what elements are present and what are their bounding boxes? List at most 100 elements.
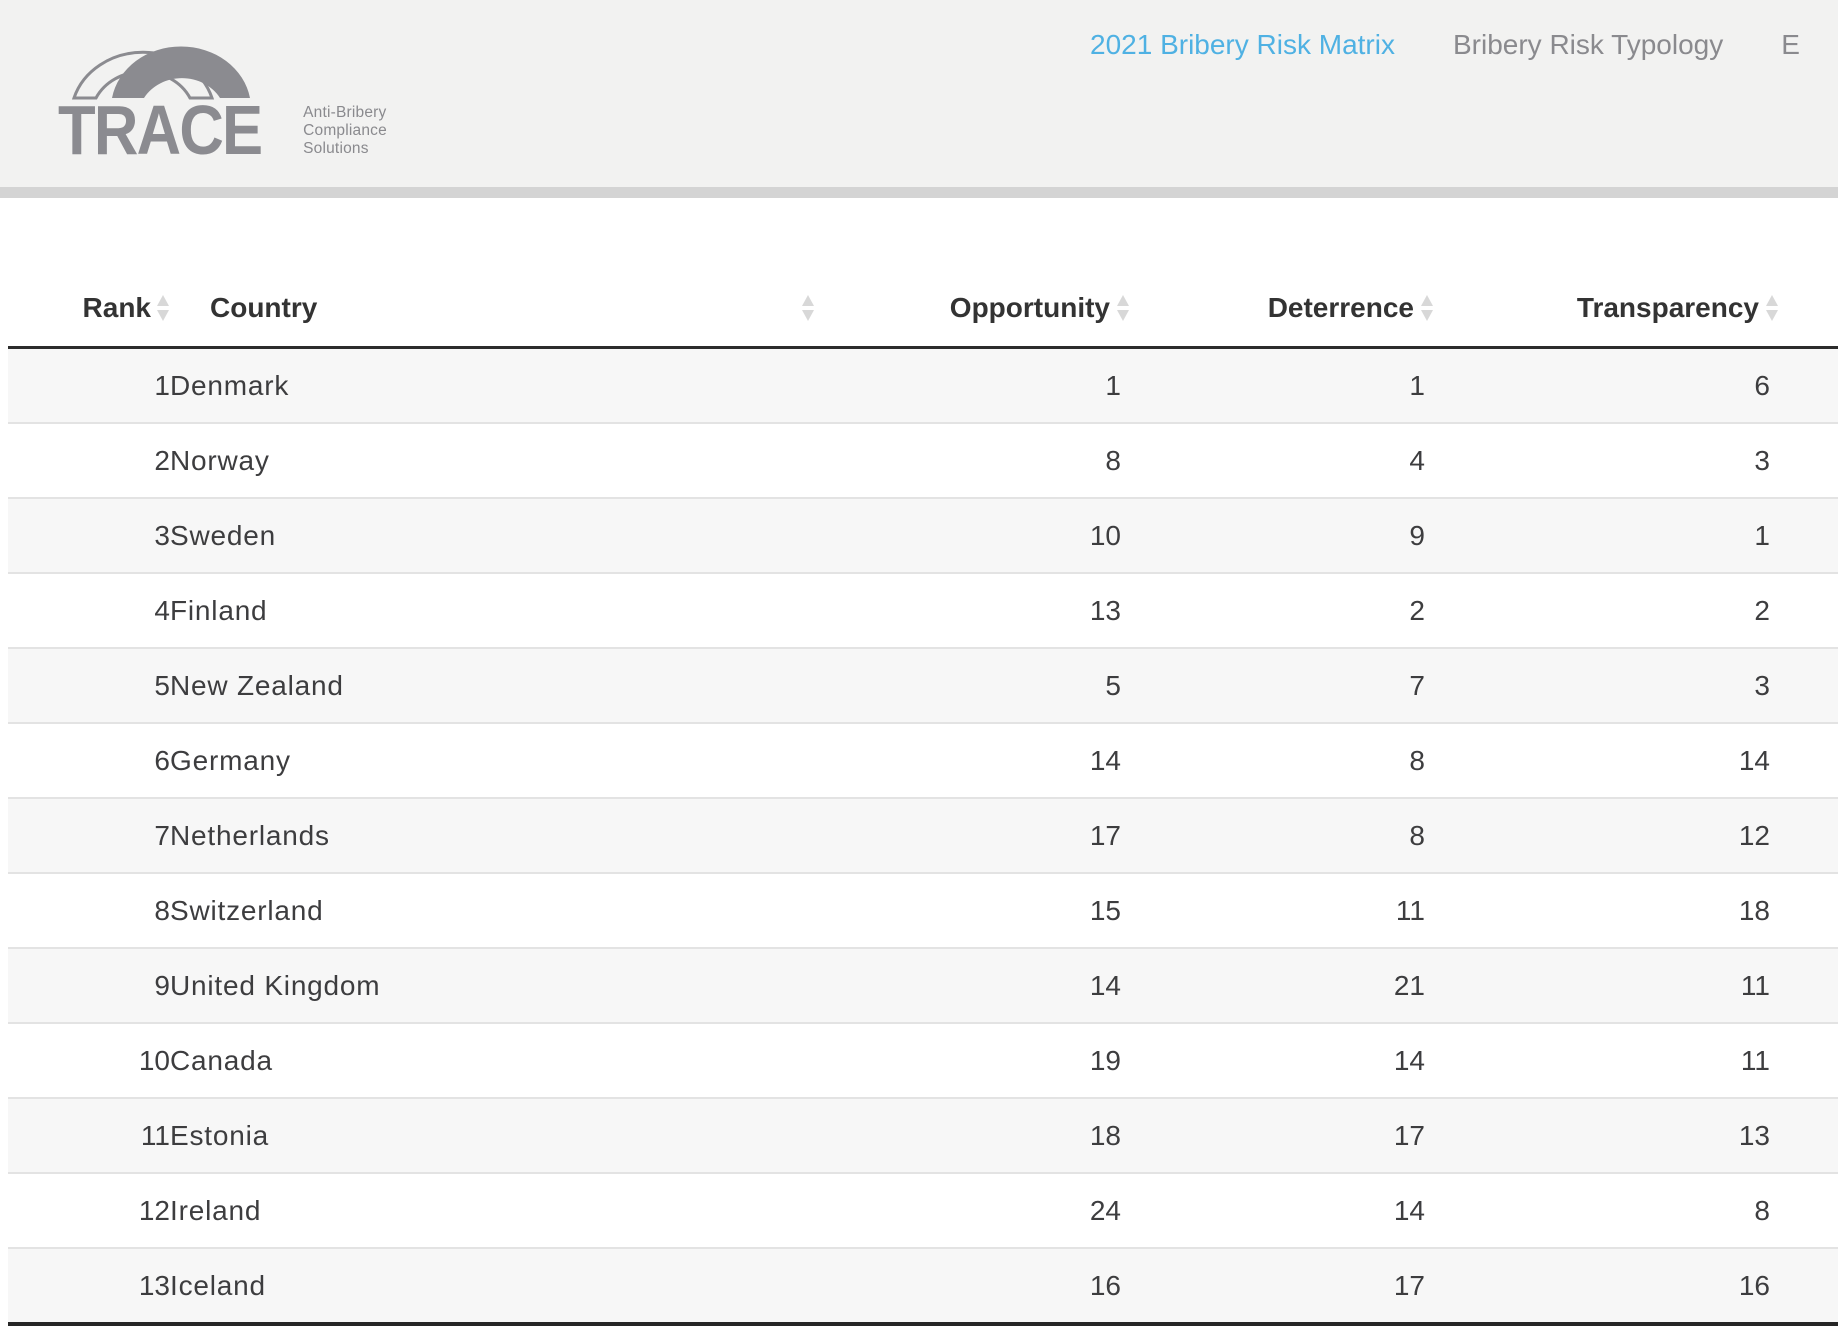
transparency-cell: 11 bbox=[1434, 1022, 1779, 1098]
column-label-deterrence: Deterrence bbox=[1267, 292, 1414, 323]
table-row[interactable]: 7 Netherlands 17 8 12 bbox=[8, 797, 1838, 873]
deterrence-cell: 7 bbox=[1130, 647, 1434, 723]
column-label-country: Country bbox=[210, 292, 318, 323]
table-row[interactable]: 5 New Zealand 5 7 3 bbox=[8, 647, 1838, 723]
rank-cell: 2 bbox=[8, 422, 170, 498]
bribery-risk-table: Rank Country Opportunity Deterrence bbox=[8, 198, 1838, 1326]
table-row[interactable]: 10 Canada 19 14 11 bbox=[8, 1022, 1838, 1098]
transparency-cell: 3 bbox=[1434, 647, 1779, 723]
rank-cell: 8 bbox=[8, 872, 170, 948]
transparency-cell: 14 bbox=[1434, 722, 1779, 798]
rank-cell: 13 bbox=[8, 1247, 170, 1324]
column-label-rank: Rank bbox=[82, 292, 151, 323]
nav-item-2021-bribery-risk-matrix[interactable]: 2021 Bribery Risk Matrix bbox=[1090, 29, 1395, 60]
filler-cell bbox=[1779, 1247, 1838, 1324]
filler-cell bbox=[1779, 572, 1838, 648]
table-row[interactable]: 12 Ireland 24 14 8 bbox=[8, 1172, 1838, 1248]
filler-cell bbox=[1779, 1022, 1838, 1098]
table-row[interactable]: 3 Sweden 10 9 1 bbox=[8, 497, 1838, 573]
rank-cell: 6 bbox=[8, 722, 170, 798]
trace-arch-icon bbox=[71, 46, 250, 100]
transparency-cell: 3 bbox=[1434, 422, 1779, 498]
country-cell: Denmark bbox=[170, 347, 815, 423]
column-header-opportunity[interactable]: Opportunity bbox=[815, 198, 1130, 349]
table-row[interactable]: 8 Switzerland 15 11 18 bbox=[8, 872, 1838, 948]
table-row[interactable]: 11 Estonia 18 17 13 bbox=[8, 1097, 1838, 1173]
table-row[interactable]: 6 Germany 14 8 14 bbox=[8, 722, 1838, 798]
country-cell: Canada bbox=[170, 1022, 815, 1098]
table-row[interactable]: 4 Finland 13 2 2 bbox=[8, 572, 1838, 648]
deterrence-cell: 11 bbox=[1130, 872, 1434, 948]
deterrence-cell: 1 bbox=[1130, 347, 1434, 423]
column-header-country[interactable]: Country bbox=[170, 198, 815, 349]
country-cell: New Zealand bbox=[170, 647, 815, 723]
opportunity-cell: 17 bbox=[815, 797, 1130, 873]
filler-cell bbox=[1779, 1097, 1838, 1173]
deterrence-cell: 8 bbox=[1130, 797, 1434, 873]
deterrence-cell: 21 bbox=[1130, 947, 1434, 1023]
opportunity-cell: 24 bbox=[815, 1172, 1130, 1248]
deterrence-cell: 2 bbox=[1130, 572, 1434, 648]
trace-logo[interactable]: TRACE Anti-Bribery Compliance Solutions bbox=[58, 26, 387, 169]
site-header: TRACE Anti-Bribery Compliance Solutions … bbox=[0, 0, 1838, 187]
opportunity-cell: 19 bbox=[815, 1022, 1130, 1098]
filler-cell bbox=[1779, 422, 1838, 498]
column-header-rank[interactable]: Rank bbox=[8, 198, 170, 349]
tagline-line: Anti-Bribery bbox=[303, 104, 387, 122]
table-row[interactable]: 1 Denmark 1 1 6 bbox=[8, 347, 1838, 423]
rank-cell: 3 bbox=[8, 497, 170, 573]
transparency-cell: 18 bbox=[1434, 872, 1779, 948]
column-header-filler bbox=[1779, 198, 1838, 349]
opportunity-cell: 13 bbox=[815, 572, 1130, 648]
filler-cell bbox=[1779, 722, 1838, 798]
transparency-cell: 12 bbox=[1434, 797, 1779, 873]
table-body: 1 Denmark 1 1 6 2 Norway 8 4 3 3 Sweden … bbox=[8, 347, 1838, 1324]
rank-cell: 11 bbox=[8, 1097, 170, 1173]
sort-icon bbox=[1420, 295, 1434, 321]
opportunity-cell: 8 bbox=[815, 422, 1130, 498]
sort-icon bbox=[801, 295, 815, 321]
filler-cell bbox=[1779, 347, 1838, 423]
nav-item-clipped[interactable]: E bbox=[1781, 29, 1800, 60]
table-header-row: Rank Country Opportunity Deterrence bbox=[8, 198, 1838, 349]
tagline-line: Solutions bbox=[303, 140, 369, 158]
deterrence-cell: 8 bbox=[1130, 722, 1434, 798]
country-cell: Germany bbox=[170, 722, 815, 798]
sort-icon bbox=[1765, 295, 1779, 321]
transparency-cell: 11 bbox=[1434, 947, 1779, 1023]
transparency-cell: 6 bbox=[1434, 347, 1779, 423]
table-row[interactable]: 13 Iceland 16 17 16 bbox=[8, 1247, 1838, 1324]
deterrence-cell: 14 bbox=[1130, 1022, 1434, 1098]
deterrence-cell: 14 bbox=[1130, 1172, 1434, 1248]
country-cell: Iceland bbox=[170, 1247, 815, 1324]
filler-cell bbox=[1779, 797, 1838, 873]
filler-cell bbox=[1779, 1172, 1838, 1248]
main-nav: 2021 Bribery Risk Matrix Bribery Risk Ty… bbox=[1090, 0, 1800, 90]
logo-wordmark: TRACE bbox=[58, 91, 263, 169]
column-label-transparency: Transparency bbox=[1576, 292, 1759, 323]
transparency-cell: 1 bbox=[1434, 497, 1779, 573]
country-cell: Switzerland bbox=[170, 872, 815, 948]
table-header: Rank Country Opportunity Deterrence bbox=[8, 198, 1838, 349]
opportunity-cell: 14 bbox=[815, 947, 1130, 1023]
tagline-line: Compliance bbox=[303, 122, 387, 140]
country-cell: Finland bbox=[170, 572, 815, 648]
transparency-cell: 13 bbox=[1434, 1097, 1779, 1173]
nav-item-bribery-risk-typology[interactable]: Bribery Risk Typology bbox=[1452, 29, 1724, 60]
column-header-transparency[interactable]: Transparency bbox=[1434, 198, 1779, 349]
filler-cell bbox=[1779, 497, 1838, 573]
table-row[interactable]: 2 Norway 8 4 3 bbox=[8, 422, 1838, 498]
table-row[interactable]: 9 United Kingdom 14 21 11 bbox=[8, 947, 1838, 1023]
filler-cell bbox=[1779, 647, 1838, 723]
header-divider-strip bbox=[0, 187, 1838, 198]
country-cell: Sweden bbox=[170, 497, 815, 573]
opportunity-cell: 10 bbox=[815, 497, 1130, 573]
country-cell: Netherlands bbox=[170, 797, 815, 873]
transparency-cell: 8 bbox=[1434, 1172, 1779, 1248]
filler-cell bbox=[1779, 872, 1838, 948]
filler-cell bbox=[1779, 947, 1838, 1023]
deterrence-cell: 17 bbox=[1130, 1097, 1434, 1173]
rank-cell: 9 bbox=[8, 947, 170, 1023]
column-header-deterrence[interactable]: Deterrence bbox=[1130, 198, 1434, 349]
opportunity-cell: 16 bbox=[815, 1247, 1130, 1324]
